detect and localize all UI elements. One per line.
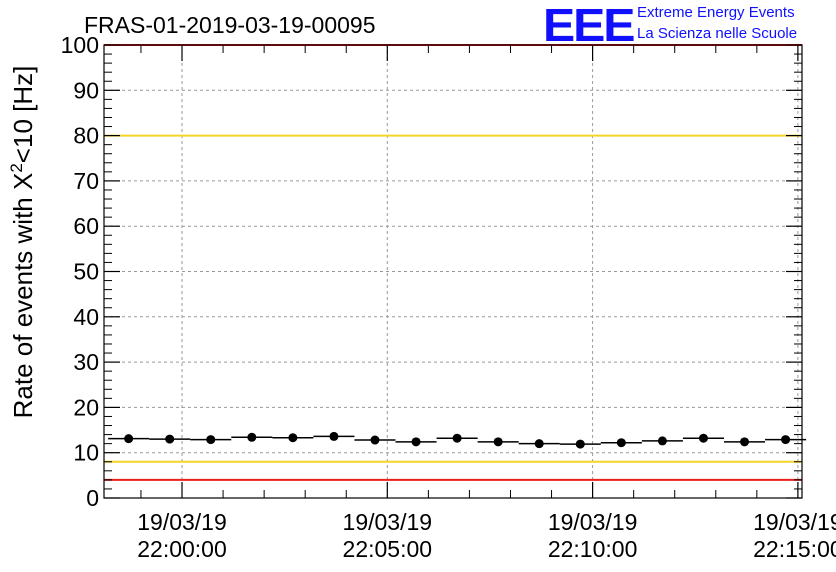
data-point <box>740 437 750 447</box>
x-axis: 19/03/1922:00:0019/03/1922:05:0019/03/19… <box>137 45 836 562</box>
logo-line-1: Extreme Energy Events <box>637 4 795 21</box>
data-point <box>206 435 216 445</box>
y-tick-label: 10 <box>73 440 99 466</box>
y-tick-label: 90 <box>73 77 99 103</box>
y-axis: 0 10 20 30 40 50 60 70 80 90 100 <box>61 32 802 511</box>
y-axis-label: Rate of events with X2<10 [Hz] <box>7 66 38 419</box>
data-point <box>247 432 257 442</box>
y-tick-label: 0 <box>86 485 99 511</box>
y-axis-label-superscript: 2 <box>7 163 26 172</box>
data-point <box>329 431 339 441</box>
data-point <box>165 434 175 444</box>
y-tick-label: 20 <box>73 394 99 420</box>
x-tick-label-time: 22:05:00 <box>343 536 433 562</box>
y-tick-label: 50 <box>73 259 99 285</box>
logo-line-2: La Scienza nelle Scuole <box>637 25 798 42</box>
data-point <box>657 436 667 446</box>
y-tick-label: 80 <box>73 123 99 149</box>
y-tick-label: 70 <box>73 168 99 194</box>
chart-title: FRAS-01-2019-03-19-00095 <box>84 12 376 38</box>
data-point <box>534 439 544 449</box>
y-tick-label: 100 <box>61 32 99 58</box>
y-axis-label-tail: <10 [Hz] <box>8 66 38 164</box>
data-point <box>616 438 626 448</box>
x-tick-label-date: 19/03/19 <box>137 509 227 535</box>
x-tick-label-time: 22:00:00 <box>137 536 227 562</box>
data-point <box>288 433 298 443</box>
data-series <box>108 431 807 449</box>
x-tick-label-time: 22:10:00 <box>548 536 638 562</box>
data-point <box>698 433 708 443</box>
data-point <box>124 434 134 444</box>
x-tick-label-time: 22:15:00 <box>753 536 836 562</box>
data-point <box>370 435 380 445</box>
data-point <box>575 439 585 449</box>
x-tick-label-date: 19/03/19 <box>753 509 836 535</box>
eee-logo-mark: EEE <box>543 0 635 51</box>
data-point <box>781 435 791 445</box>
x-tick-label-date: 19/03/19 <box>548 509 638 535</box>
reference-lines <box>104 44 802 481</box>
y-tick-label: 40 <box>73 304 99 330</box>
data-point <box>493 437 503 447</box>
y-axis-label-main: Rate of events with X <box>8 173 38 419</box>
grid-lines <box>104 45 802 498</box>
data-point <box>411 437 421 447</box>
data-point <box>452 433 462 443</box>
x-tick-label-date: 19/03/19 <box>343 509 433 535</box>
y-tick-label: 30 <box>73 349 99 375</box>
y-tick-label: 60 <box>73 213 99 239</box>
